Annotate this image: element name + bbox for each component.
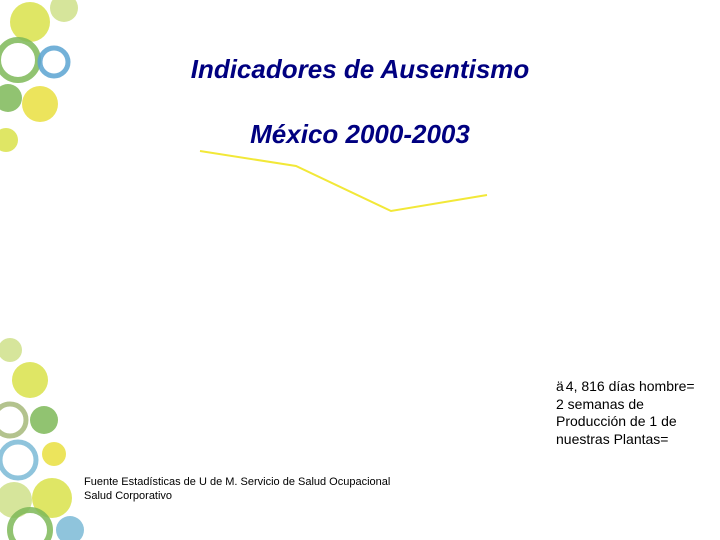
note-line2: 2 semanas de <box>556 396 644 412</box>
note-line1: 4, 816 días hombre= <box>566 378 695 394</box>
line-series <box>200 151 487 211</box>
slide-title: Indicadores de Ausentismo México 2000-20… <box>0 20 720 150</box>
source-citation: Fuente Estadísticas de U de M. Servicio … <box>84 476 390 504</box>
title-line1: Indicadores de Ausentismo <box>191 54 530 84</box>
note-line4: nuestras Plantas= <box>556 431 668 447</box>
source-line2: Salud Corporativo <box>84 490 172 502</box>
title-line2: México 2000-2003 <box>250 119 470 149</box>
slide: Indicadores de Ausentismo México 2000-20… <box>0 0 720 540</box>
note-block: ä4, 816 días hombre= 2 semanas de Produc… <box>556 378 695 448</box>
note-arrow-icon: ä <box>556 378 564 396</box>
note-line3: Producción de 1 de <box>556 413 677 429</box>
source-line1: Fuente Estadísticas de U de M. Servicio … <box>84 476 390 488</box>
